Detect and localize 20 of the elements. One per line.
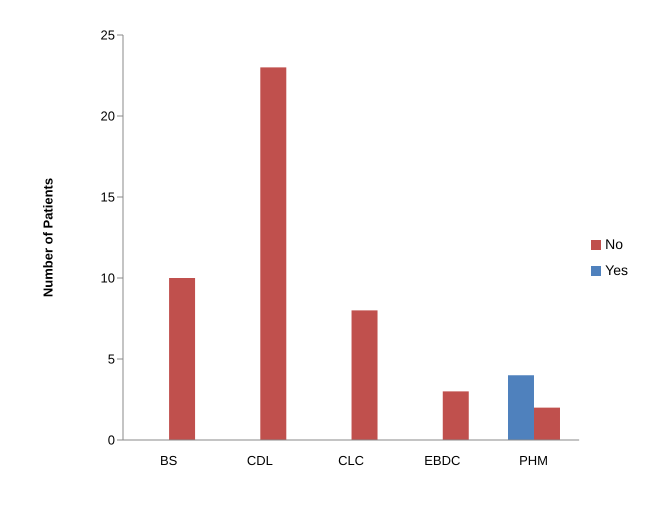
y-tick-label: 5 xyxy=(108,352,115,367)
bar xyxy=(260,67,286,440)
y-axis-title: Number of Patients xyxy=(40,178,56,298)
bar xyxy=(534,408,560,440)
x-tick-label: CDL xyxy=(246,453,273,468)
y-tick-label: 10 xyxy=(100,270,115,286)
x-tick-label: PHM xyxy=(519,453,548,468)
legend-label: Yes xyxy=(605,262,628,278)
bar xyxy=(508,375,534,440)
y-tick-label: 0 xyxy=(108,432,115,448)
x-tick-label: EBDC xyxy=(424,453,460,468)
x-tick-label: BS xyxy=(160,453,178,468)
bar xyxy=(442,391,469,440)
bar xyxy=(169,278,196,440)
x-tick-label: CLC xyxy=(338,453,364,468)
y-tick-label: 15 xyxy=(100,190,115,205)
bar xyxy=(352,310,378,440)
y-tick-label: 25 xyxy=(100,28,115,43)
legend-label: No xyxy=(605,236,624,252)
y-tick-label: 20 xyxy=(100,108,115,124)
